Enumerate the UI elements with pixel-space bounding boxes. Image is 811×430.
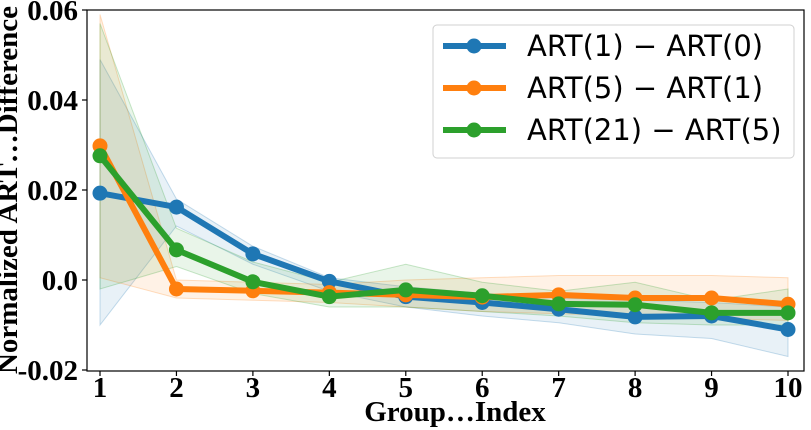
data-point-marker <box>92 185 108 201</box>
y-tick-label: 0.06 <box>27 0 78 27</box>
y-axis-title: Normalized ART…Difference <box>0 6 24 374</box>
data-point-marker <box>168 199 184 215</box>
legend-box <box>432 24 795 159</box>
x-tick-label: 7 <box>551 372 566 404</box>
y-tick-label: 0.0 <box>42 265 78 297</box>
legend: ART(1) − ART(0) ART(5) − ART(1) ART(21) − … <box>432 24 795 159</box>
series-line <box>97 153 788 316</box>
y-tick-label: 0.04 <box>27 85 78 117</box>
x-tick-label: 6 <box>475 372 490 404</box>
x-tick-label: 9 <box>704 372 719 404</box>
data-point-marker <box>245 246 261 262</box>
data-point-marker <box>321 273 337 289</box>
legend-marker <box>466 122 482 138</box>
legend-marker <box>466 38 482 54</box>
data-point-marker <box>704 290 720 306</box>
series-line <box>99 190 789 333</box>
x-tick-label: 2 <box>169 372 184 404</box>
data-point-marker <box>780 322 796 337</box>
data-point-marker <box>321 289 337 305</box>
data-point-marker <box>168 242 184 258</box>
y-axis-ticks: -0.02 0.0 0.02 0.04 0.06 <box>18 0 87 387</box>
x-axis-ticks: 1 2 3 4 5 6 7 8 9 10 <box>93 371 803 404</box>
legend-label: ART(5) − ART(1) <box>527 71 763 105</box>
data-point-marker <box>398 282 414 298</box>
data-point-marker <box>627 297 643 313</box>
series-lines <box>92 138 796 337</box>
y-tick-label: 0.02 <box>27 175 78 207</box>
data-point-marker <box>551 296 567 312</box>
confidence-band <box>99 14 789 322</box>
x-axis-title: Group…Index <box>364 396 546 428</box>
x-tick-label: 1 <box>93 372 108 404</box>
legend-marker <box>466 80 482 96</box>
x-tick-label: 3 <box>246 372 261 404</box>
y-tick-label: -0.02 <box>18 355 78 387</box>
x-tick-label: 4 <box>322 372 337 404</box>
data-point-marker <box>168 281 184 297</box>
x-tick-label: 10 <box>774 372 803 404</box>
legend-label: ART(1) − ART(0) <box>527 29 763 63</box>
legend-label: ART(21) − ART(5) <box>527 113 782 147</box>
series-line <box>97 144 789 308</box>
data-point-marker <box>245 274 261 290</box>
data-point-marker <box>627 309 643 325</box>
data-point-marker <box>474 288 490 304</box>
data-point-marker <box>92 148 108 164</box>
x-tick-label: 5 <box>399 372 414 404</box>
data-point-marker <box>704 305 720 321</box>
data-point-marker <box>780 305 796 321</box>
x-tick-label: 8 <box>628 372 643 404</box>
